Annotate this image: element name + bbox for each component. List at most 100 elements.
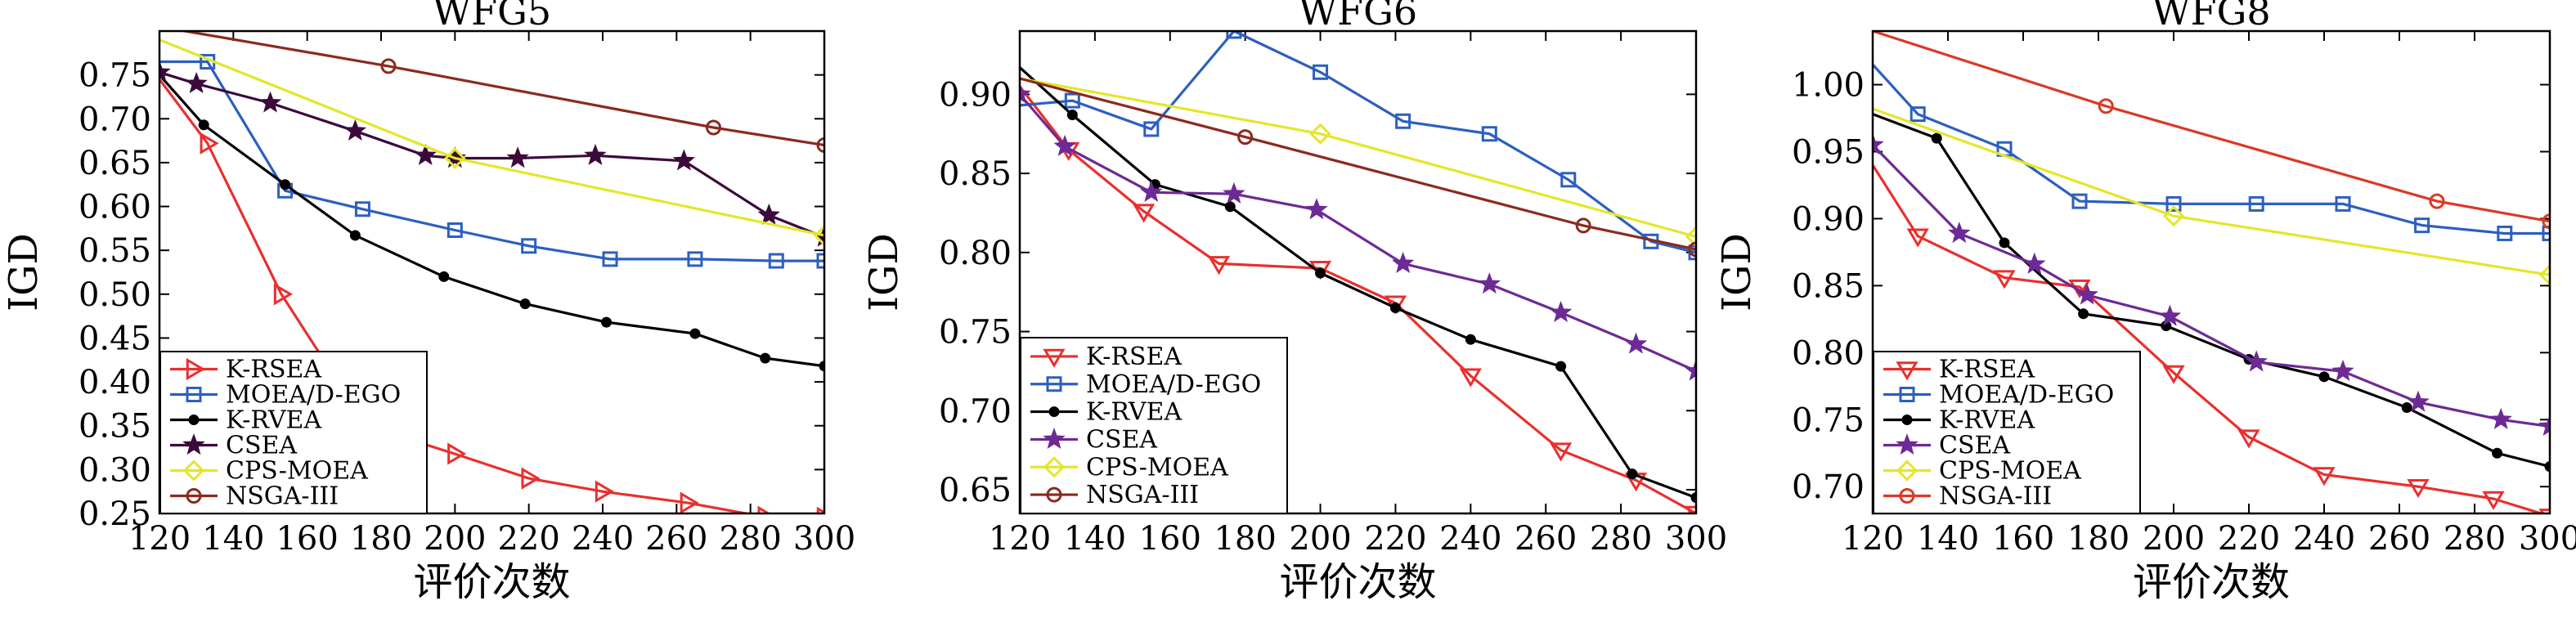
y-axis-label: IGD (1714, 233, 1760, 312)
legend-label: K-RSEA (1939, 356, 2035, 384)
chart-panel-wfg5: WFG5 120 140 160 180 200 220 240 260 280 300 0.25 0.… (1, 0, 855, 605)
data-point (2158, 304, 2182, 326)
data-point (1226, 31, 1242, 39)
legend-marker (1899, 488, 1915, 504)
chart-panel-wfg8: WFG8 120 140 160 180 200 220 240 260 280 300 0.70 0.… (1714, 0, 2576, 605)
data-point (447, 442, 467, 465)
y-tick-label: 0.35 (79, 408, 151, 446)
series-line-k-rsea (1020, 85, 1696, 513)
legend: K-RSEAMOEA/D-EGOK-RVEACSEACPS-MOEANSGA-I… (1873, 351, 2141, 514)
data-point (1224, 201, 1236, 213)
y-tick-label: 0.65 (79, 145, 151, 182)
data-point (2538, 415, 2550, 437)
legend-marker (1896, 459, 1919, 482)
data-point (414, 143, 437, 165)
data-point (1481, 126, 1497, 142)
x-tick-label: 160 (1992, 520, 2054, 558)
y-tick-label: 0.40 (79, 364, 151, 401)
y-tick-label: 0.85 (1792, 267, 1865, 305)
data-point (1685, 226, 1696, 248)
x-tick-label: 240 (572, 520, 634, 558)
y-tick-label: 0.75 (1792, 401, 1865, 439)
data-point (200, 132, 219, 155)
legend-label: CPS-MOEA (1939, 457, 2081, 486)
y-tick-label: 0.30 (79, 451, 151, 489)
x-tick-label: 120 (1842, 520, 1904, 558)
data-point (2162, 365, 2185, 384)
series-line-moea-d-ego (159, 60, 824, 262)
series-line-k-rsea (1873, 164, 2546, 513)
y-tick-label: 0.70 (939, 392, 1012, 430)
series-line-nsga-iii (1873, 31, 2550, 223)
data-point (2407, 390, 2430, 412)
data-point (1549, 442, 1573, 462)
x-tick-label: 140 (1064, 520, 1126, 558)
legend-box (159, 351, 428, 514)
y-tick-label: 0.55 (79, 232, 151, 270)
data-point (1140, 180, 1163, 202)
data-point (1575, 217, 1591, 234)
data-point (2165, 195, 2182, 212)
data-point (2023, 252, 2046, 274)
x-tick-label: 200 (424, 520, 486, 558)
plot-frame (1018, 29, 1698, 515)
data-point (2401, 402, 2412, 414)
series-line-k-rvea (159, 74, 824, 368)
data-point (584, 143, 607, 165)
data-point (1465, 334, 1476, 345)
data-point (687, 251, 703, 267)
series-line-csea (159, 70, 824, 239)
legend-marker (1901, 415, 1913, 425)
data-point (689, 328, 701, 339)
data-point (1624, 332, 1648, 354)
data-point (2335, 195, 2351, 212)
y-tick-label: 0.45 (79, 320, 151, 357)
legend-label: CPS-MOEA (1086, 453, 1228, 482)
series-line-csea (1873, 144, 2550, 428)
x-tick-label: 200 (2143, 520, 2205, 558)
data-point (2245, 350, 2268, 372)
data-point (447, 222, 463, 239)
data-point (2162, 205, 2185, 227)
series-line-k-rvea (1020, 66, 1696, 500)
legend-label: CPS-MOEA (226, 457, 368, 486)
legend-marker (1896, 433, 1919, 455)
data-point (2492, 447, 2503, 459)
legend-marker (1046, 486, 1062, 503)
x-tick-label: 240 (1439, 520, 1501, 558)
data-point (1478, 272, 1501, 294)
data-point (672, 149, 696, 171)
legend-label: MOEA/D-EGO (1086, 370, 1261, 399)
legend-marker (1048, 406, 1060, 418)
x-tick-label: 120 (989, 520, 1051, 558)
data-point (2076, 283, 2098, 305)
legend-label: CSEA (1939, 432, 2010, 460)
legend-marker (1046, 376, 1062, 392)
y-tick-label: 0.65 (939, 472, 1012, 509)
chart-title: WFG8 (2152, 0, 2270, 34)
series-line-nsga-iii (1020, 77, 1696, 251)
legend-marker (1043, 456, 1066, 478)
data-point (2071, 193, 2088, 209)
data-point (757, 203, 780, 225)
x-axis-label: 评价次数 (1279, 559, 1436, 605)
y-tick-label: 0.90 (1792, 200, 1865, 238)
data-point (1931, 132, 1942, 144)
chart-title: WFG6 (1299, 0, 1417, 34)
data-point (601, 316, 613, 328)
data-point (1223, 182, 1245, 204)
x-tick-label: 280 (719, 520, 781, 558)
series-line-moea-d-ego (1020, 31, 1696, 254)
legend: K-RSEAMOEA/D-EGOK-RVEACSEACPS-MOEANSGA-I… (159, 351, 428, 514)
series-group (1873, 31, 2550, 513)
x-tick-label: 160 (1139, 520, 1201, 558)
x-axis-label: 评价次数 (413, 559, 570, 605)
data-point (2497, 225, 2513, 241)
data-point (2542, 213, 2550, 230)
series-line-cps-moea (1873, 107, 2550, 276)
data-point (1690, 492, 1696, 504)
legend-label: K-RSEA (1086, 343, 1182, 371)
legend-label: K-RSEA (226, 356, 321, 384)
x-tick-label: 220 (2218, 520, 2280, 558)
